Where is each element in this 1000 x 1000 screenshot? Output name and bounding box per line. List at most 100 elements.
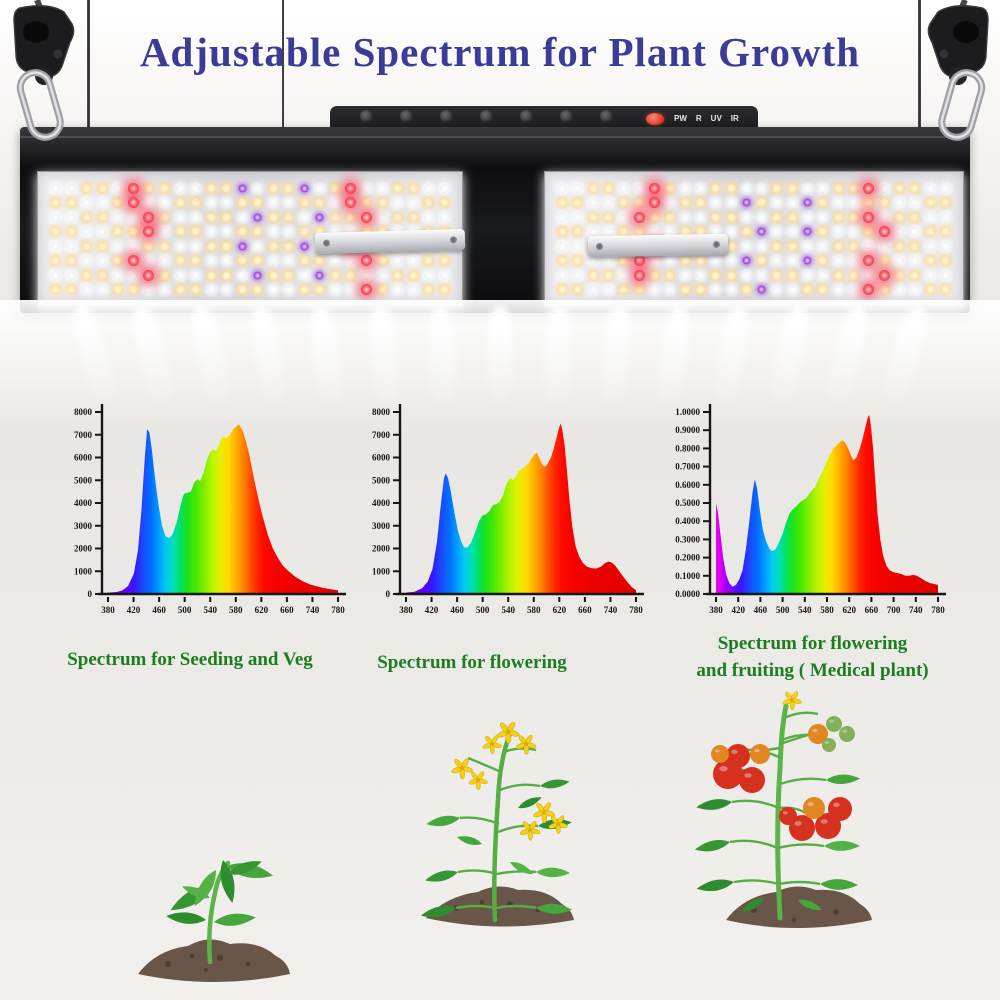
led-warm (940, 256, 950, 266)
led-warm (741, 285, 751, 295)
led-white (362, 183, 372, 193)
led-white (97, 227, 107, 237)
led-white (51, 270, 61, 280)
led-white (346, 285, 356, 295)
chart-caption-flowering: Spectrum for flowering (377, 652, 567, 673)
led-warm (222, 183, 232, 193)
svg-text:660: 660 (865, 605, 879, 615)
led-white (619, 212, 629, 222)
led-warm (393, 270, 403, 280)
led-warm (573, 198, 583, 208)
led-white (680, 212, 690, 222)
led-white (268, 256, 278, 266)
led-red (863, 255, 875, 267)
led-warm (268, 270, 278, 280)
led-white (160, 285, 170, 295)
svg-text:380: 380 (399, 605, 413, 615)
led-white (206, 227, 216, 237)
chart-caption-flower-fruit: Spectrum for flowering and fruiting ( Me… (660, 630, 965, 684)
svg-text:8000: 8000 (372, 407, 391, 417)
led-white (848, 285, 858, 295)
led-white (680, 270, 690, 280)
led-warm (97, 183, 107, 193)
led-warm (772, 183, 782, 193)
led-white (175, 270, 185, 280)
led-warm (362, 198, 372, 208)
led-warm (665, 270, 675, 280)
led-white (439, 270, 449, 280)
led-warm (160, 270, 170, 280)
svg-text:380: 380 (709, 605, 723, 615)
led-purple (300, 242, 309, 251)
svg-text:580: 580 (229, 605, 243, 615)
led-warm (634, 227, 644, 237)
led-white (695, 270, 705, 280)
led-white (51, 241, 61, 251)
led-purple (803, 198, 812, 207)
led-warm (665, 183, 675, 193)
led-warm (833, 212, 843, 222)
channel-label-pw: PW (674, 114, 687, 123)
svg-text:660: 660 (578, 605, 592, 615)
led-warm (330, 212, 340, 222)
led-warm (82, 183, 92, 193)
svg-text:580: 580 (527, 605, 541, 615)
led-white (649, 227, 659, 237)
led-purple (757, 285, 766, 294)
led-white (695, 183, 705, 193)
led-white (113, 241, 123, 251)
svg-text:420: 420 (127, 605, 141, 615)
led-warm (925, 285, 935, 295)
caption-line-1: Spectrum for flowering (717, 633, 908, 654)
led-warm (588, 183, 598, 193)
svg-text:500: 500 (776, 605, 790, 615)
led-white (222, 198, 232, 208)
led-warm (268, 241, 278, 251)
led-warm (113, 256, 123, 266)
hanging-rope (87, 0, 90, 136)
led-white (393, 256, 403, 266)
svg-text:0.7000: 0.7000 (675, 462, 700, 472)
led-warm (284, 270, 294, 280)
led-warm (144, 183, 154, 193)
led-white (144, 256, 154, 266)
led-warm (695, 198, 705, 208)
led-warm (315, 227, 325, 237)
led-white (253, 241, 263, 251)
led-white (558, 270, 568, 280)
reflector-bar (314, 229, 466, 254)
led-warm (558, 285, 568, 295)
svg-text:6000: 6000 (74, 453, 93, 463)
led-white (191, 241, 201, 251)
led-warm (848, 183, 858, 193)
led-white (726, 256, 736, 266)
led-white (910, 285, 920, 295)
led-warm (726, 241, 736, 251)
led-white (588, 198, 598, 208)
led-warm (558, 256, 568, 266)
led-white (833, 285, 843, 295)
led-warm (160, 241, 170, 251)
led-warm (879, 256, 889, 266)
led-white (665, 285, 675, 295)
dimmer-knob (440, 110, 453, 123)
led-warm (604, 212, 614, 222)
led-red (143, 269, 155, 281)
led-warm (66, 198, 76, 208)
led-white (144, 198, 154, 208)
seedling-illustration (138, 860, 290, 982)
svg-text:2000: 2000 (372, 544, 391, 554)
led-purple (742, 198, 751, 207)
led-warm (253, 285, 263, 295)
svg-text:5000: 5000 (74, 475, 93, 485)
led-warm (558, 198, 568, 208)
spectrum-chart-seeding-veg: 0 1000 2000 3000 4000 5000 6000 7000 8000 380 420 4… (60, 392, 352, 626)
led-warm (128, 227, 138, 237)
led-white (833, 227, 843, 237)
led-white (803, 183, 813, 193)
dimmer-knob (400, 110, 413, 123)
svg-text:540: 540 (203, 605, 217, 615)
led-warm (330, 270, 340, 280)
led-white (894, 285, 904, 295)
led-white (665, 256, 675, 266)
